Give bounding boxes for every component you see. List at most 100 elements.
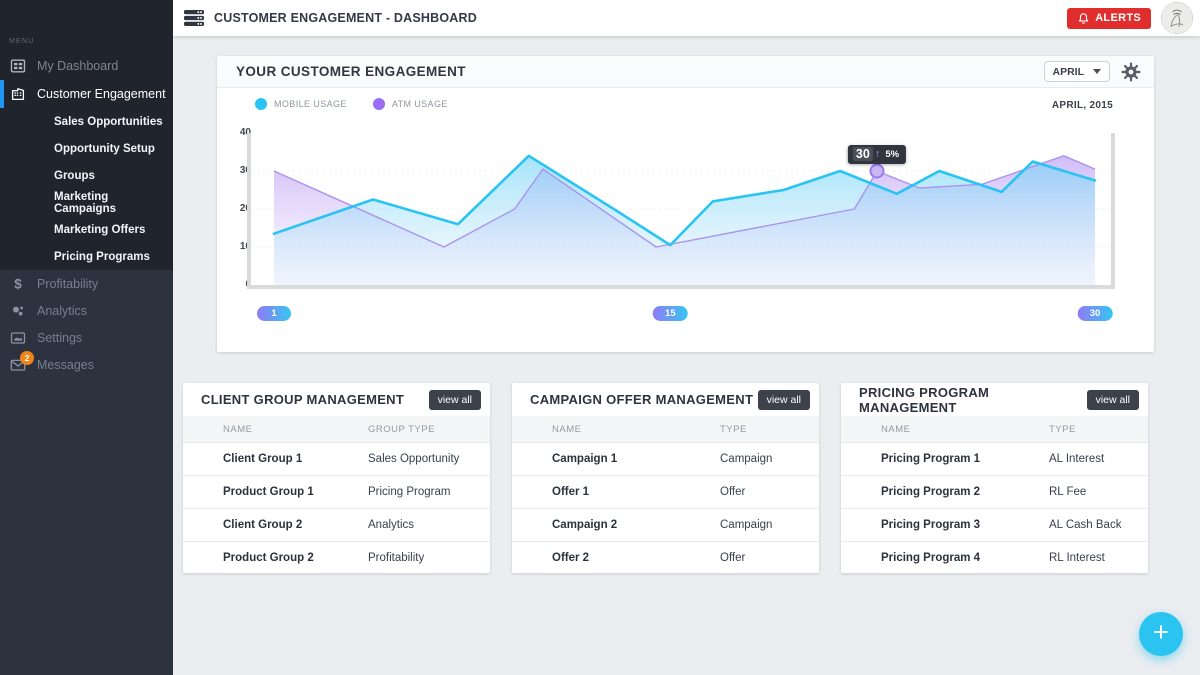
legend-dot: [255, 98, 267, 110]
column-header-type: TYPE: [1049, 423, 1076, 435]
row-name: Client Group 2: [223, 519, 303, 531]
column-header-name: NAME: [552, 423, 582, 435]
chart-period-label: APRIL, 2015: [1051, 100, 1113, 111]
row-name: Campaign 2: [552, 519, 618, 531]
table-row[interactable]: Pricing Program 3 AL Cash Back: [841, 508, 1148, 541]
tooltip-value: 30: [852, 147, 873, 161]
table-row[interactable]: Pricing Program 2 RL Fee: [841, 475, 1148, 508]
y-axis-tick: 10: [239, 241, 251, 252]
chart-legend: MOBILE USAGE ATM USAGE: [255, 98, 448, 110]
view-all-button[interactable]: view all: [428, 389, 481, 410]
table-row[interactable]: Pricing Program 4 RL Interest: [841, 541, 1148, 574]
image-icon: [10, 330, 26, 346]
engagement-chart-card: YOUR CUSTOMER ENGAGEMENT APRIL MOBILE US…: [217, 56, 1154, 352]
sidebar-item-my-dashboard[interactable]: My Dashboard: [0, 52, 173, 80]
row-type: AL Cash Back: [1049, 519, 1122, 531]
sidebar-subitem-label: Groups: [54, 169, 95, 182]
sidebar-subitem-marketing-campaigns[interactable]: Marketing Campaigns: [0, 189, 173, 216]
table-row[interactable]: Pricing Program 1 AL Interest: [841, 442, 1148, 475]
row-name: Offer 2: [552, 552, 590, 564]
tooltip-change: 5%: [885, 148, 900, 160]
row-type: Analytics: [368, 519, 415, 531]
table-row[interactable]: Product Group 2 Profitability: [183, 541, 490, 574]
legend-dot: [372, 98, 385, 110]
sidebar: MENU My Dashboard Customer Engagement Sal…: [0, 0, 173, 675]
sidebar-subitem-opportunity-setup[interactable]: Opportunity Setup: [0, 135, 173, 162]
sidebar-item-label: Messages: [37, 357, 94, 372]
sidebar-item-label: My Dashboard: [37, 59, 119, 73]
legend-label: MOBILE USAGE: [274, 99, 347, 109]
chart-card-header: YOUR CUSTOMER ENGAGEMENT APRIL: [217, 56, 1154, 88]
row-type: RL Interest: [1049, 552, 1105, 564]
sidebar-item-customer-engagement[interactable]: Customer Engagement: [0, 80, 173, 108]
table-row[interactable]: Offer 1 Offer: [512, 475, 819, 508]
month-select-value: APRIL: [1052, 65, 1085, 78]
sidebar-secondary-nav: $ Profitability Analytics Settings 2 Messages: [0, 270, 173, 378]
y-axis-tick: 30: [239, 165, 251, 176]
menu-section-label: MENU: [9, 38, 35, 45]
client-group-management-card: CLIENT GROUP MANAGEMENT view all NAME GROUP…: [183, 383, 490, 573]
row-type: Offer: [720, 552, 746, 564]
sidebar-item-label: Customer Engagement: [37, 87, 166, 101]
legend-item-atm-usage[interactable]: ATM USAGE: [372, 98, 448, 110]
sidebar-item-label: Settings: [37, 330, 83, 345]
page-title: CUSTOMER ENGAGEMENT - DASHBOARD: [214, 11, 477, 25]
card-header: PRICING PROGRAM MANAGEMENT view all: [841, 383, 1148, 416]
table-row[interactable]: Client Group 2 Analytics: [183, 508, 490, 541]
row-name: Pricing Program 2: [881, 486, 981, 498]
sidebar-item-profitability[interactable]: $ Profitability: [0, 270, 173, 297]
building-icon: [10, 86, 26, 102]
row-type: Offer: [720, 486, 746, 498]
menu-toggle-icon[interactable]: [183, 9, 205, 27]
row-type: Sales Opportunity: [368, 453, 460, 465]
y-axis-tick: 40: [239, 127, 251, 138]
view-all-button[interactable]: view all: [757, 389, 810, 410]
legend-label: ATM USAGE: [391, 99, 448, 109]
svg-text:$: $: [14, 276, 22, 291]
engagement-area-chart: [247, 133, 1115, 289]
sidebar-item-analytics[interactable]: Analytics: [0, 297, 173, 324]
sidebar-main-section: MENU My Dashboard Customer Engagement Sal…: [0, 0, 173, 270]
avatar[interactable]: [1161, 2, 1193, 34]
card-title: PRICING PROGRAM MANAGEMENT: [859, 384, 990, 415]
sidebar-subitem-sales-opportunities[interactable]: Sales Opportunities: [0, 108, 173, 135]
sidebar-subitem-label: Opportunity Setup: [54, 142, 155, 155]
legend-item-mobile-usage[interactable]: MOBILE USAGE: [255, 98, 347, 110]
y-axis-tick: 20: [239, 203, 251, 214]
envelope-icon: 2: [10, 350, 34, 373]
add-button[interactable]: +: [1139, 612, 1183, 656]
row-name: Offer 1: [552, 486, 590, 498]
sidebar-subitem-marketing-offers[interactable]: Marketing Offers: [0, 216, 173, 243]
month-select[interactable]: APRIL: [1043, 61, 1110, 82]
row-name: Pricing Program 3: [881, 519, 981, 531]
chart-tooltip: 30 ↑ 5%: [847, 145, 907, 164]
bubbles-icon: [10, 303, 26, 319]
dashboard-grid-icon: [10, 58, 26, 74]
table-row[interactable]: Campaign 1 Campaign: [512, 442, 819, 475]
row-name: Product Group 2: [223, 552, 314, 564]
gear-icon[interactable]: [1121, 62, 1141, 82]
table-row[interactable]: Campaign 2 Campaign: [512, 508, 819, 541]
sidebar-subitem-pricing-programs[interactable]: Pricing Programs: [0, 243, 173, 270]
sidebar-item-settings[interactable]: Settings: [0, 324, 173, 351]
sidebar-primary-nav: My Dashboard Customer Engagement: [0, 52, 173, 108]
table-row[interactable]: Offer 2 Offer: [512, 541, 819, 574]
view-all-button[interactable]: view all: [1086, 389, 1139, 410]
campaign-offer-management-card: CAMPAIGN OFFER MANAGEMENT view all NAME TYP…: [512, 383, 819, 573]
card-title: CLIENT GROUP MANAGEMENT: [201, 392, 405, 407]
table-row[interactable]: Client Group 1 Sales Opportunity: [183, 442, 490, 475]
sidebar-item-messages[interactable]: 2 Messages: [0, 350, 173, 378]
sidebar-subitem-label: Marketing Campaigns: [54, 190, 116, 215]
row-name: Campaign 1: [552, 453, 618, 465]
table-column-headers: NAME GROUP TYPE: [183, 416, 490, 442]
row-name: Client Group 1: [223, 453, 303, 465]
row-type: Campaign: [720, 453, 773, 465]
sidebar-subitem-groups[interactable]: Groups: [0, 162, 173, 189]
row-type: Pricing Program: [368, 486, 451, 498]
table-row[interactable]: Product Group 1 Pricing Program: [183, 475, 490, 508]
row-name: Product Group 1: [223, 486, 314, 498]
sidebar-subitem-label: Pricing Programs: [54, 250, 150, 263]
alerts-button[interactable]: ALERTS: [1067, 7, 1151, 29]
top-bar: CUSTOMER ENGAGEMENT - DASHBOARD ALERTS: [173, 0, 1200, 36]
table-column-headers: NAME TYPE: [841, 416, 1148, 442]
